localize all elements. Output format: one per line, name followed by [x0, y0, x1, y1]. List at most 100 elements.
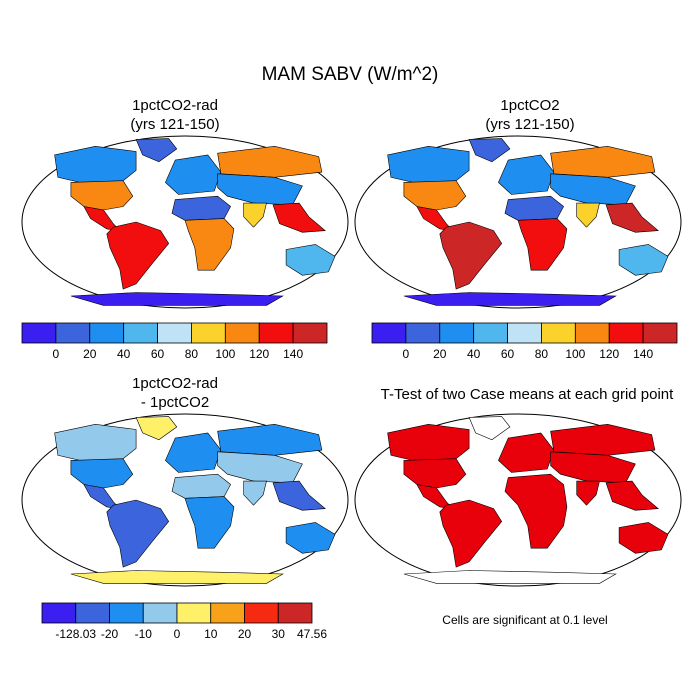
panel-4-title: T-Test of two Case means at each grid po… — [380, 386, 674, 403]
colorbar-2-tick-label: 0 — [403, 347, 410, 361]
panel-1-region-south-america — [106, 221, 170, 290]
panel-1-region-europe — [165, 154, 222, 195]
panel-3-title-line1: 1pctCO2-rad — [132, 375, 218, 392]
colorbar-3-tick-label: 30 — [272, 627, 286, 641]
colorbar-3-box-2 — [75, 602, 110, 624]
colorbar-1-box-3 — [89, 322, 125, 344]
colorbar-3-tick-label: 20 — [238, 627, 252, 641]
panel-2-region-australia — [618, 244, 669, 276]
colorbar-1-box-5 — [157, 322, 192, 344]
panel-2-region-sahara — [504, 195, 564, 221]
panel-1-region-central-asia — [217, 173, 303, 206]
colorbar-1-box-6 — [191, 322, 226, 344]
panel-1-title-line2: (yrs 121-150) — [130, 116, 220, 133]
colorbar-3-tick-label: 0 — [174, 627, 181, 641]
panel-4-nonsig-greenland — [468, 416, 511, 441]
panel-1-region-india — [243, 202, 267, 228]
colorbar-1-box-9 — [292, 322, 328, 344]
panel-2-region-southeast-asia — [605, 202, 659, 233]
panel-4-sig-europe — [498, 432, 555, 473]
colorbar-2-box-7 — [574, 322, 610, 344]
panel-3-region-central-asia — [217, 451, 303, 484]
panel-3-region-central-africa — [184, 496, 235, 549]
panel-3-region-united-states — [70, 458, 134, 489]
panel-1-title-line1: 1pctCO2-rad — [132, 97, 218, 114]
panel-3-region-greenland — [135, 416, 178, 441]
colorbar-1-box-1 — [21, 322, 57, 344]
colorbar-3-tick-label: 47.56 — [297, 627, 327, 641]
colorbar-2-box-9 — [642, 322, 678, 344]
significance-note: Cells are significant at 0.1 level — [442, 613, 608, 627]
panel-4-sig-africa — [504, 473, 568, 549]
panel-2-region-central-africa — [517, 218, 568, 271]
panel-1-region-greenland — [135, 138, 178, 163]
panel-1-region-australia — [285, 244, 336, 276]
panel-2-region-canada — [387, 145, 470, 184]
panel-4-sig-central-asia — [550, 451, 636, 484]
panel-2-title: 1pctCO2 (yrs 121-150) — [425, 96, 635, 134]
panel-4-sig-southeast-asia — [605, 480, 659, 511]
panel-1-region-united-states — [70, 180, 134, 211]
panel-4-sig-canada — [387, 423, 470, 462]
colorbar-1-tick-label: 80 — [185, 347, 199, 361]
panel-4-sig-india — [576, 480, 600, 506]
colorbar-2-tick-label: 100 — [565, 347, 585, 361]
colorbar-1-box-7 — [224, 322, 260, 344]
colorbar-2-tick-label: 60 — [501, 347, 515, 361]
panel-1-title: 1pctCO2-rad (yrs 121-150) — [70, 96, 280, 134]
panel-3-region-antarctica — [70, 570, 284, 584]
panel-4-sig-united-states — [403, 458, 467, 489]
panel-1-region-antarctica — [70, 292, 284, 306]
panel-2-region-greenland — [468, 138, 511, 163]
panel-2-region-south-america — [439, 221, 503, 290]
colorbar-2-box-2 — [405, 322, 441, 344]
colorbar-2-box-1 — [371, 322, 407, 344]
panel-2-region-central-asia — [550, 173, 636, 206]
colorbar-1-box-2 — [55, 322, 91, 344]
colorbar-1-box-8 — [258, 322, 294, 344]
colorbar-3-tick-label: -20 — [101, 627, 119, 641]
panel-1-region-sahara — [171, 195, 231, 221]
colorbar-3-tick-label: 10 — [204, 627, 218, 641]
colorbar-1-tick-label: 40 — [117, 347, 131, 361]
colorbar-2-tick-label: 140 — [633, 347, 653, 361]
panel-3-title: 1pctCO2-rad - 1pctCO2 — [70, 374, 280, 412]
colorbar-1-tick-label: 120 — [249, 347, 269, 361]
colorbar-2-box-3 — [439, 322, 475, 344]
colorbar-1-tick-label: 100 — [215, 347, 235, 361]
colorbar-2-tick-label: 40 — [467, 347, 481, 361]
panel-2-region-india — [576, 202, 600, 228]
colorbar-3-box-3 — [109, 602, 144, 624]
colorbar-1-tick-label: 140 — [283, 347, 303, 361]
colorbar-3-box-5 — [176, 602, 212, 624]
panel-2-region-europe — [498, 154, 555, 195]
panel-3-region-australia — [285, 522, 336, 554]
panel-2-title-line2: (yrs 121-150) — [485, 116, 575, 133]
colorbar-3-box-6 — [210, 602, 245, 624]
colorbar-3-box-1 — [41, 602, 77, 624]
panel-2-region-united-states — [403, 180, 467, 211]
colorbar-3-tick-label: -10 — [135, 627, 153, 641]
panel-4-nonsig-antarctica — [403, 570, 617, 584]
colorbar-1-tick-label: 60 — [151, 347, 165, 361]
panel-3-region-europe — [165, 432, 222, 473]
panel-4-sig-australia — [618, 522, 669, 554]
panel-1-region-southeast-asia — [272, 202, 326, 233]
colorbar-2-tick-label: 80 — [535, 347, 549, 361]
panel-4-sig-south-america — [439, 499, 503, 568]
colorbar-1-box-4 — [123, 322, 158, 344]
colorbar-3-box-4 — [142, 602, 178, 624]
colorbar-2-box-6 — [541, 322, 576, 344]
panel-1-region-central-africa — [184, 218, 235, 271]
panel-2-region-antarctica — [403, 292, 617, 306]
colorbar-2-box-8 — [608, 322, 644, 344]
colorbar-1-tick-label: 20 — [83, 347, 97, 361]
colorbar-2-box-5 — [507, 322, 542, 344]
colorbar-3-box-8 — [277, 602, 313, 624]
panel-3-title-line2: - 1pctCO2 — [140, 394, 210, 411]
panel-3-region-south-america — [106, 499, 170, 568]
figure-title: MAM SABV (W/m^2) — [261, 64, 439, 85]
panel-2-title-line1: 1pctCO2 — [500, 97, 560, 114]
panel-3-region-canada — [54, 423, 137, 462]
